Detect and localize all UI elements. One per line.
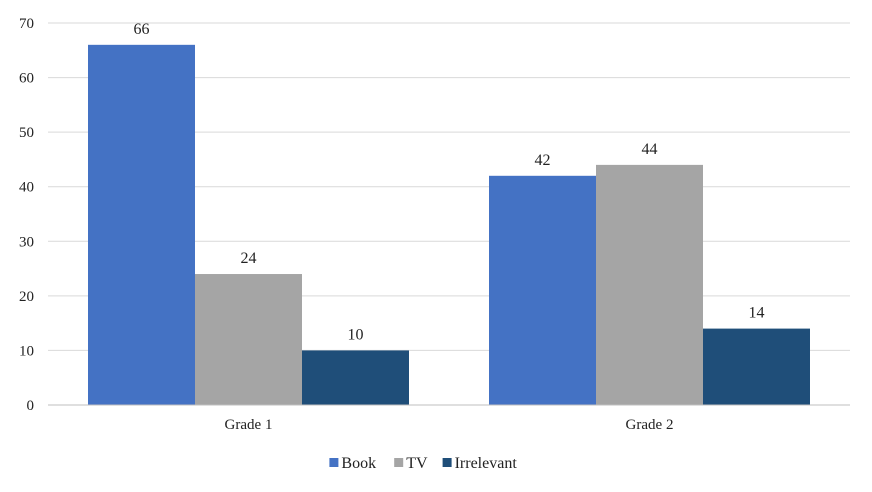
data-labels: 66 24 10 42 44 14 — [134, 21, 765, 344]
x-axis-category-labels: Grade 1 Grade 2 — [225, 417, 674, 433]
bar-tv-grade-2 — [596, 164, 703, 405]
legend-swatch-irrelevant — [442, 458, 452, 467]
data-label: 42 — [535, 152, 551, 169]
data-label: 44 — [642, 141, 658, 158]
bar-book-grade-1 — [88, 44, 195, 405]
legend-label-book: Book — [341, 455, 376, 472]
y-tick-label: 0 — [27, 398, 35, 414]
legend: Book TV Irrelevant — [329, 455, 517, 472]
bar-book-grade-2 — [489, 175, 596, 405]
x-category-label: Grade 1 — [225, 417, 273, 433]
bar-irrelevant-grade-2 — [703, 328, 810, 405]
bar-tv-grade-1 — [195, 274, 302, 405]
data-label: 14 — [749, 305, 765, 322]
y-tick-label: 20 — [19, 289, 34, 305]
y-tick-label: 10 — [19, 343, 34, 359]
x-category-label: Grade 2 — [626, 417, 674, 433]
y-tick-label: 30 — [19, 234, 34, 250]
y-axis-tick-labels: 0 10 20 30 40 50 60 70 — [19, 16, 34, 414]
y-tick-label: 50 — [19, 125, 34, 141]
bar-irrelevant-grade-1 — [302, 350, 409, 405]
legend-label-tv: TV — [406, 455, 428, 472]
y-tick-label: 60 — [19, 71, 34, 87]
bars — [88, 44, 810, 405]
data-label: 66 — [134, 21, 150, 38]
data-label: 10 — [348, 326, 364, 343]
data-label: 24 — [241, 250, 257, 267]
legend-swatch-tv — [394, 458, 404, 467]
legend-label-irrelevant: Irrelevant — [455, 455, 518, 472]
y-tick-label: 70 — [19, 16, 34, 32]
legend-swatch-book — [329, 458, 339, 467]
y-tick-label: 40 — [19, 180, 34, 196]
